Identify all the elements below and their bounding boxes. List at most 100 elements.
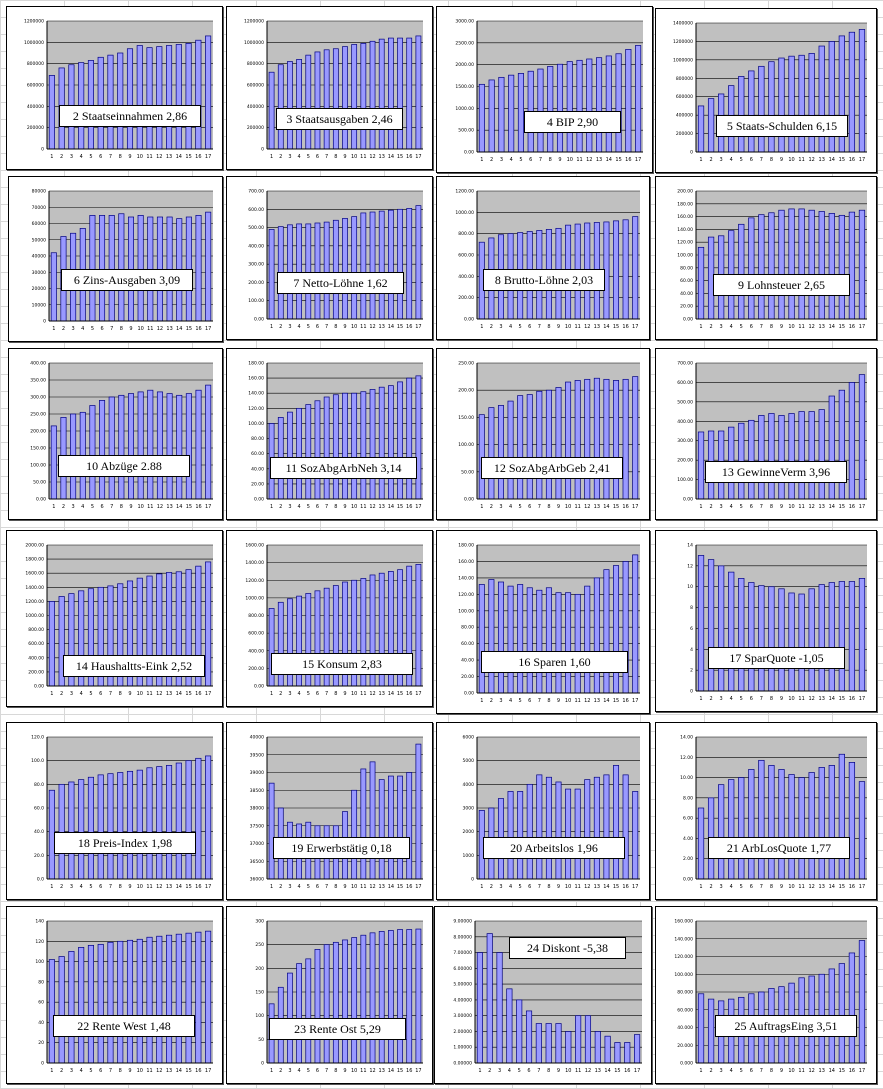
bar	[517, 73, 524, 153]
chart-title: 6 Zins-Ausgaben 3,09	[61, 269, 193, 291]
x-tick-label: 13	[819, 324, 825, 330]
y-tick-label: 140	[35, 919, 44, 925]
bar	[287, 411, 293, 500]
x-tick-label: 11	[146, 154, 152, 160]
x-tick-label: 10	[351, 884, 357, 890]
chart-1[interactable]: 0 200000 400000 600000 800000 1000000 1200000 1…	[6, 6, 223, 170]
y-tick-label: 800.00	[248, 613, 264, 619]
chart-11[interactable]: 0.00 50.00 100.00 150.00 200.00 250.00 1 2 3 4 5 6 7…	[436, 348, 650, 520]
bar	[117, 940, 124, 1064]
bar	[397, 208, 403, 320]
y-tick-label: 0.00	[464, 691, 474, 697]
y-tick-label: 14	[687, 543, 693, 549]
y-tick-label: 2500.00	[455, 40, 474, 46]
bar	[287, 61, 293, 150]
chart-12[interactable]: 0.00 100.00 200.00 300.00 400.00 500.00 600.00…	[655, 348, 877, 520]
chart-svg: 0 200000 400000 600000 800000 1000000 1200000 1…	[673, 21, 867, 163]
y-tick-label: 60.00	[251, 451, 264, 457]
chart-19[interactable]: 0 1000 2000 3000 4000 5000 6000 1 2 3 4 5 6 7 8 9 10 11 12…	[436, 722, 650, 900]
y-tick-label: 38500	[250, 788, 264, 794]
x-tick-label: 8	[547, 1068, 550, 1074]
x-tick-label: 10	[565, 324, 571, 330]
x-tick-label: 8	[770, 157, 773, 163]
x-tick-label: 16	[849, 504, 855, 510]
chart-svg: 0.00 20.00 40.00 60.00 80.00 100.00 120.00 140.…	[677, 189, 867, 330]
bar	[126, 939, 134, 1064]
y-tick-label: 3000	[463, 806, 475, 812]
y-tick-label: 60.00	[680, 278, 693, 284]
chart-2[interactable]: 0 200000 400000 600000 800000 1000000 1200000 1…	[226, 6, 433, 170]
bar	[738, 223, 745, 320]
x-tick-label: 14	[829, 157, 835, 163]
y-tick-label: 50	[258, 1037, 264, 1043]
chart-4[interactable]: 0 200000 400000 600000 800000 1000000 1200000 1…	[655, 8, 877, 173]
bar	[574, 380, 581, 500]
chart-10[interactable]: 0.00 20.00 40.00 60.00 80.00 100.00 120.00 140.…	[226, 348, 433, 520]
y-tick-label: 5000	[463, 758, 475, 764]
chart-22[interactable]: 0 50 100 150 200 250 300 1 2 3 4 5 6 7 8 9 10 11 12 13 14 15 1…	[226, 906, 433, 1084]
y-tick-label: 0.00000	[453, 1061, 472, 1067]
x-tick-label: 8	[119, 691, 122, 697]
x-tick-label: 10	[565, 884, 571, 890]
x-tick-label: 11	[576, 157, 582, 163]
chart-13[interactable]: 0.00 200.00 400.00 600.00 800.00 1000.00 1200.…	[6, 530, 223, 707]
bar	[323, 396, 330, 500]
x-tick-label: 14	[388, 154, 394, 160]
x-tick-label: 5	[89, 691, 92, 697]
bar	[526, 394, 533, 500]
bar	[314, 222, 321, 320]
x-tick-label: 14	[176, 691, 182, 697]
bar	[613, 765, 620, 880]
bar	[517, 791, 524, 880]
chart-21[interactable]: 0 20 40 60 80 100 120 140 1 2 3 4 5 6 7 8 9 10 11 12 13 14 15 1…	[6, 906, 223, 1084]
x-tick-label: 14	[176, 326, 182, 332]
chart-5[interactable]: 0 10000 20000 30000 40000 50000 60000 70000 8000…	[8, 176, 223, 342]
y-tick-label: 200.00	[28, 669, 44, 675]
chart-20[interactable]: 0.00 2.00 4.00 6.00 8.00 10.00 12.00 14.00 1 2 3 4 5…	[655, 722, 877, 900]
y-tick-label: 2000	[463, 829, 475, 835]
chart-7[interactable]: 0.00 200.00 400.00 600.00 800.00 1000.00 1200.…	[436, 176, 650, 340]
chart-6[interactable]: 0.00 100.00 200.00 300.00 400.00 500.00 600.00…	[226, 176, 433, 340]
x-tick-label: 1	[270, 1068, 273, 1074]
bar	[748, 419, 755, 500]
bar	[498, 76, 505, 153]
chart-14[interactable]: 0.00 200.00 400.00 600.00 800.00 1000.00 1200.…	[226, 530, 433, 707]
x-tick-label: 13	[819, 884, 825, 890]
bar	[342, 392, 348, 500]
x-tick-label: 11	[798, 1068, 804, 1074]
y-tick-label: 0.00	[683, 497, 693, 503]
x-tick-label: 17	[859, 324, 865, 330]
chart-24[interactable]: 0.000 20.000 40.000 60.000 80.000 100.000 120.…	[655, 906, 877, 1084]
bar	[369, 40, 376, 150]
chart-23[interactable]: 0.00000 1.00000 2.00000 3.00000 4.00000 5.000…	[434, 906, 652, 1084]
y-tick-label: 4.00000	[453, 997, 472, 1003]
x-tick-label: 1	[699, 884, 702, 890]
chart-15[interactable]: 0.00 20.00 40.00 60.00 80.00 100.00 120.00 140.…	[436, 530, 650, 714]
x-tick-label: 4	[81, 504, 84, 510]
x-tick-label: 1	[270, 884, 273, 890]
y-tick-label: 0	[471, 877, 474, 883]
bar	[175, 933, 182, 1064]
x-tick-label: 10	[137, 504, 143, 510]
chart-3[interactable]: 0.00 500.00 1000.00 1500.00 2000.00 2500.00 30…	[436, 6, 653, 173]
x-tick-label: 15	[397, 691, 403, 697]
x-tick-label: 6	[99, 691, 102, 697]
x-tick-label: 5	[89, 1068, 92, 1074]
y-tick-label: 6	[690, 626, 693, 632]
bar	[351, 392, 358, 500]
x-tick-label: 5	[519, 884, 522, 890]
x-tick-label: 8	[334, 504, 337, 510]
bar	[545, 776, 552, 880]
chart-8[interactable]: 0.00 20.00 40.00 60.00 80.00 100.00 120.00 140.…	[655, 176, 877, 340]
chart-16[interactable]: 0 2 4 6 8 10 12 14 1 2 3 4 5 6 7 8 9 10 11 12 13 14 15 16 17 17 S…	[655, 530, 877, 712]
x-tick-label: 9	[129, 504, 132, 510]
x-tick-label: 14	[388, 1068, 394, 1074]
chart-17[interactable]: 0.0 20.0 40.0 60.0 80.0 100.0 120.0 1 2 3 4 5 6 7 8 9 10…	[6, 722, 223, 900]
bar	[205, 35, 212, 150]
chart-18[interactable]: 36000 36500 37000 37500 38000 38500 39000 39500…	[226, 722, 433, 900]
y-tick-label: 0.00	[683, 317, 693, 323]
bar	[808, 772, 815, 880]
bar	[332, 48, 339, 150]
x-tick-label: 1	[50, 154, 53, 160]
chart-9[interactable]: 0.00 50.00 100.00 150.00 200.00 250.00 300.00 3…	[8, 348, 223, 520]
